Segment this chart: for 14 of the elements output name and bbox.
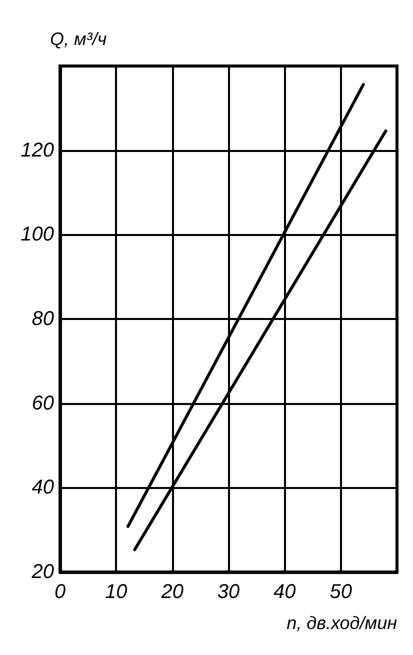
x-axis-title: n, дв.ход/мин bbox=[286, 613, 398, 633]
x-tick-label: 0 bbox=[54, 581, 66, 603]
y-tick-label: 100 bbox=[20, 224, 54, 246]
y-axis-title: Q, м³/ч bbox=[50, 29, 107, 49]
y-tick-label: 40 bbox=[32, 476, 54, 499]
x-tick-label: 30 bbox=[217, 581, 240, 603]
x-tick-label: 20 bbox=[160, 581, 184, 603]
x-tick-label: 40 bbox=[274, 581, 296, 603]
x-tick-label: 50 bbox=[330, 581, 352, 603]
y-tick-label: 60 bbox=[32, 392, 54, 414]
y-tick-label: 80 bbox=[32, 308, 54, 330]
x-tick-label: 10 bbox=[105, 581, 128, 603]
y-tick-label: 120 bbox=[20, 139, 54, 162]
y-tick-label: 20 bbox=[30, 561, 54, 583]
